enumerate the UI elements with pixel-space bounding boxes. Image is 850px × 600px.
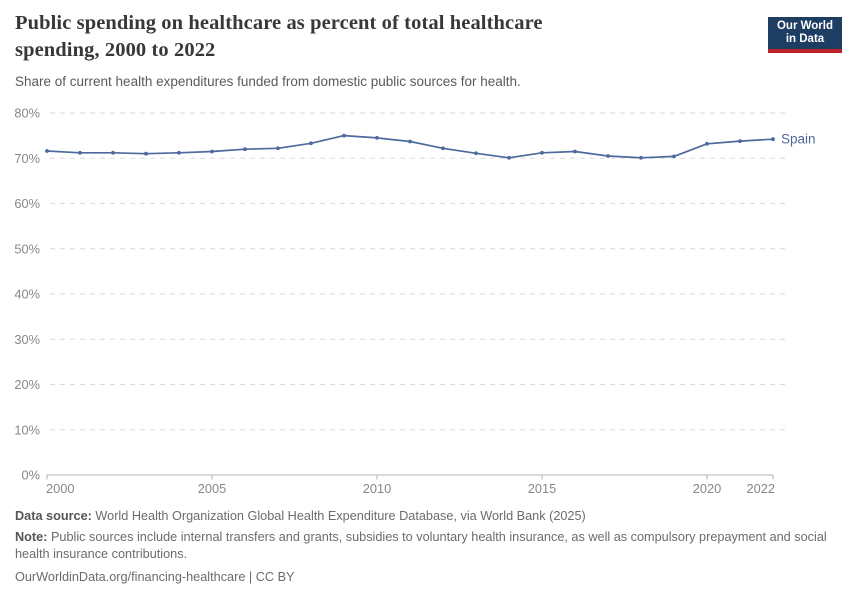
y-tick-label-40: 40% (14, 287, 40, 302)
spain-point-2007[interactable] (276, 146, 280, 151)
y-tick-label-30: 30% (14, 332, 40, 347)
spain-point-2002[interactable] (111, 150, 115, 155)
x-tick-label-2005: 2005 (198, 481, 226, 496)
data-source-text: World Health Organization Global Health … (95, 509, 586, 523)
spain-point-2022[interactable] (771, 137, 775, 142)
spain-point-2008[interactable] (309, 141, 313, 146)
spain-point-2015[interactable] (540, 150, 544, 155)
citation-line: OurWorldinData.org/financing-healthcare … (15, 569, 827, 587)
spain-point-2020[interactable] (705, 141, 709, 146)
owid-logo-line2: in Data (785, 33, 825, 45)
spain-point-2001[interactable] (78, 150, 82, 155)
owid-logo: Our World in Data (768, 17, 842, 53)
citation-separator: | (245, 569, 256, 584)
y-tick-label-20: 20% (14, 377, 40, 392)
y-tick-label-60: 60% (14, 196, 40, 211)
spain-point-2011[interactable] (408, 139, 412, 144)
spain-point-2013[interactable] (474, 151, 478, 156)
note-text: Public sources include internal transfer… (15, 529, 827, 562)
y-tick-label-70: 70% (14, 151, 40, 166)
page-title: Public spending on healthcare as percent… (15, 12, 543, 61)
note-line: Note: Public sources include internal tr… (15, 529, 827, 564)
spain-point-2014[interactable] (507, 155, 511, 160)
spain-point-2006[interactable] (243, 147, 247, 152)
spain-point-2018[interactable] (639, 155, 643, 160)
y-tick-label-10: 10% (14, 422, 40, 437)
spain-point-2021[interactable] (738, 139, 742, 143)
y-tick-label-80: 80% (14, 106, 40, 121)
chart-footer: Data source: World Health Organization G… (15, 508, 827, 589)
spain-point-2016[interactable] (573, 149, 577, 154)
data-source-line: Data source: World Health Organization G… (15, 508, 827, 526)
x-tick-label-2000: 2000 (46, 481, 74, 496)
spain-point-2005[interactable] (210, 149, 214, 154)
citation-url-link[interactable]: OurWorldinData.org/financing-healthcare (15, 569, 246, 584)
series-end-label-spain: Spain (781, 132, 816, 147)
spain-point-2000[interactable] (45, 149, 49, 153)
spain-point-2017[interactable] (606, 154, 610, 158)
spain-point-2012[interactable] (441, 146, 445, 151)
spain-point-2019[interactable] (672, 154, 676, 159)
y-tick-label-0: 0% (22, 468, 41, 483)
x-tick-label-2022: 2022 (747, 481, 775, 496)
owid-logo-line1: Our World (776, 20, 833, 32)
x-tick-label-2010: 2010 (363, 481, 391, 496)
y-tick-label-50: 50% (14, 241, 40, 256)
spain-line[interactable] (46, 134, 774, 159)
spain-point-2003[interactable] (144, 151, 148, 156)
spain-point-2004[interactable] (177, 150, 181, 155)
x-tick-label-2015: 2015 (528, 481, 556, 496)
spain-point-2010[interactable] (375, 136, 379, 140)
note-label: Note: (15, 529, 48, 544)
line-chart: 0% 10% 20% 30% 40% 50% 60% 70% 80% 2000 2005 2010 20… (14, 106, 816, 497)
x-tick-label-2020: 2020 (693, 481, 721, 496)
citation-license-link[interactable]: CC BY (255, 569, 295, 584)
spain-point-2009[interactable] (342, 133, 346, 138)
chart-subtitle: Share of current health expenditures fun… (15, 74, 521, 89)
data-source-label: Data source: (15, 509, 92, 523)
